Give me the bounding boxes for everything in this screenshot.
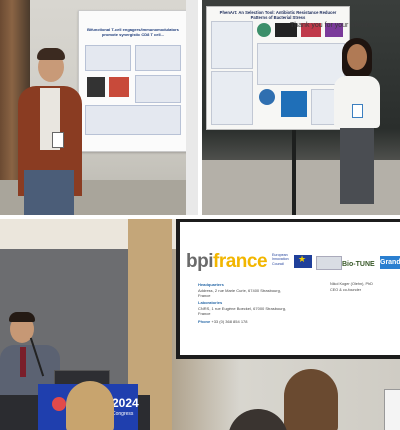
panel-edge [186, 0, 198, 215]
poster-block [211, 71, 253, 125]
contact-name: Nikol Koger (Olehn), PhD [330, 282, 373, 286]
biotune-logo: Bio-TUNE [342, 261, 375, 268]
poster-right-title: PhenArt: An Selection Tool: Antibiotic R… [219, 10, 337, 20]
photo-poster-presenter-man: Bifunctional T-cell engagers/immunomodul… [0, 0, 198, 215]
divider-vertical [198, 0, 202, 215]
jeans [24, 170, 74, 215]
eu-flag-icon [294, 254, 312, 268]
poster-figure [109, 77, 129, 97]
hair [9, 312, 35, 322]
lectern-year: 2024 [112, 396, 139, 410]
poster-figure [325, 23, 343, 37]
lab-label: Laboratories [198, 300, 223, 305]
congress-logo-icon [52, 397, 66, 411]
white-top [334, 76, 380, 128]
pie-figure [259, 89, 275, 105]
poster-figure [87, 77, 105, 97]
tie [20, 347, 26, 377]
name-badge [52, 132, 64, 148]
research-poster-right: PhenArt: An Selection Tool: Antibiotic R… [206, 6, 350, 130]
audience-head [66, 381, 114, 430]
poster-figure [301, 23, 321, 37]
audience-head [284, 369, 338, 430]
eu-council-label: European Innovation Council [272, 253, 289, 266]
poster-left-title: Bifunctional T-cell engagers/immunomodul… [87, 27, 179, 37]
poster-block [135, 45, 181, 71]
divider-horizontal [0, 215, 400, 219]
audience-head [228, 409, 288, 430]
hq-label: Headquarters [198, 282, 224, 287]
photo-poster-presenter-woman: PhenArt: An Selection Tool: Antibiotic R… [202, 0, 400, 215]
lectern-subtitle: Congress [112, 411, 134, 417]
poster-stand [292, 128, 296, 215]
research-poster-left: Bifunctional T-cell engagers/immunomodul… [78, 10, 188, 152]
phone-line: Phone +33 (0) 368 854 178 [198, 319, 248, 324]
hair [37, 48, 65, 60]
name-badge [352, 104, 363, 118]
hq-text: Address, 2 rue Marie Curie, 67400 Strasb… [198, 288, 281, 298]
contact-role: CEO & co-founder [330, 288, 362, 292]
poster-block [135, 75, 181, 103]
poster-block [85, 105, 181, 135]
poster-block [211, 21, 253, 69]
side-screen [384, 389, 400, 430]
poster-block [257, 43, 345, 85]
partner-logo [316, 256, 342, 270]
poster-block [85, 45, 131, 71]
grand-logo: Grand [380, 256, 400, 269]
photo-conference-talk: 2024 Congress [0, 219, 400, 430]
bpifrance-logo: bpifrance [186, 251, 268, 272]
pants [340, 124, 374, 204]
slide-thanks: Thank you for your attention [290, 22, 378, 29]
lab-text: CNRS, 1 rue Eugène Boeckel, 67000 Strasb… [198, 306, 287, 316]
face [347, 44, 367, 70]
pie-figure [257, 23, 271, 37]
projection-screen [180, 222, 400, 355]
bar-figure [281, 91, 307, 117]
poster-figure [275, 23, 297, 37]
